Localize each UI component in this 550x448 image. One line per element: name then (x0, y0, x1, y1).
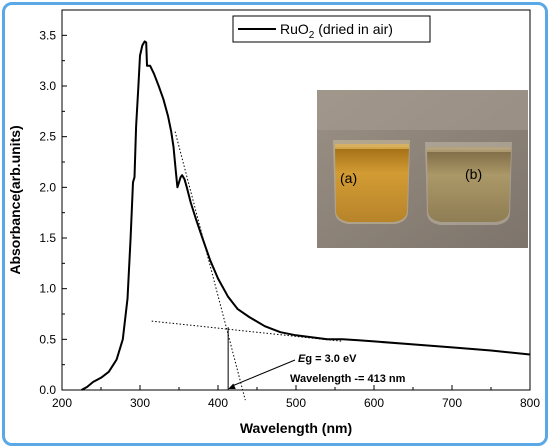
vial-b-label: (b) (465, 166, 482, 182)
y-axis-title: Absorbance(arb.units) (7, 125, 23, 274)
tangent-line-1 (174, 131, 246, 401)
x-tick-label-700: 700 (442, 396, 462, 410)
inset-top-shade (317, 90, 528, 130)
tangent-lines (151, 131, 343, 401)
bandgap-label-rest: g = 3.0 eV (305, 353, 357, 365)
x-tick-label-200: 200 (52, 396, 72, 410)
y-tick-label-2: 2.0 (39, 180, 56, 194)
legend-label-suffix: (dried in air) (314, 21, 393, 37)
annotation-arrow (231, 359, 296, 387)
vial-a-liquid (335, 147, 409, 222)
x-axis-ticks: 200 300 400 500 600 700 800 (52, 385, 540, 410)
legend-label: RuO2 (dried in air) (280, 21, 393, 41)
x-tick-label-600: 600 (364, 396, 384, 410)
x-tick-label-500: 500 (286, 396, 306, 410)
vial-b-meniscus (427, 147, 511, 152)
y-axis-ticks: 0.0 0.5 1.0 1.5 2.0 2.5 3.0 3.5 (39, 28, 67, 397)
wavelength-label: Wavelength -= 413 nm (290, 373, 406, 385)
bandgap-label: Eg = 3.0 eV (298, 353, 357, 365)
y-tick-label-3.5: 3.5 (39, 28, 56, 42)
annotation-arrowhead (228, 383, 236, 389)
bandgap-label-e: E (298, 353, 306, 365)
series-line (81, 40, 531, 391)
y-tick-label-2.5: 2.5 (39, 130, 56, 144)
y-tick-label-1.5: 1.5 (39, 231, 56, 245)
x-tick-label-300: 300 (130, 396, 150, 410)
y-tick-label-0: 0.0 (39, 383, 56, 397)
vial-b-liquid (427, 150, 511, 222)
vial-a-meniscus (335, 144, 409, 149)
y-tick-label-0.5: 0.5 (39, 332, 56, 346)
tangent-line-2 (151, 320, 343, 342)
vial-a-label: (a) (340, 170, 357, 186)
x-axis-title: Wavelength (nm) (240, 420, 352, 436)
legend-label-sub: 2 (309, 30, 315, 41)
x-tick-label-400: 400 (208, 396, 228, 410)
x-tick-label-800: 800 (520, 396, 540, 410)
y-tick-label-1: 1.0 (39, 282, 56, 296)
inset-photo: (a) (b) (317, 90, 528, 248)
legend: RuO2 (dried in air) (232, 15, 431, 43)
legend-label-prefix: RuO (280, 21, 309, 37)
y-tick-label-3: 3.0 (39, 79, 56, 93)
